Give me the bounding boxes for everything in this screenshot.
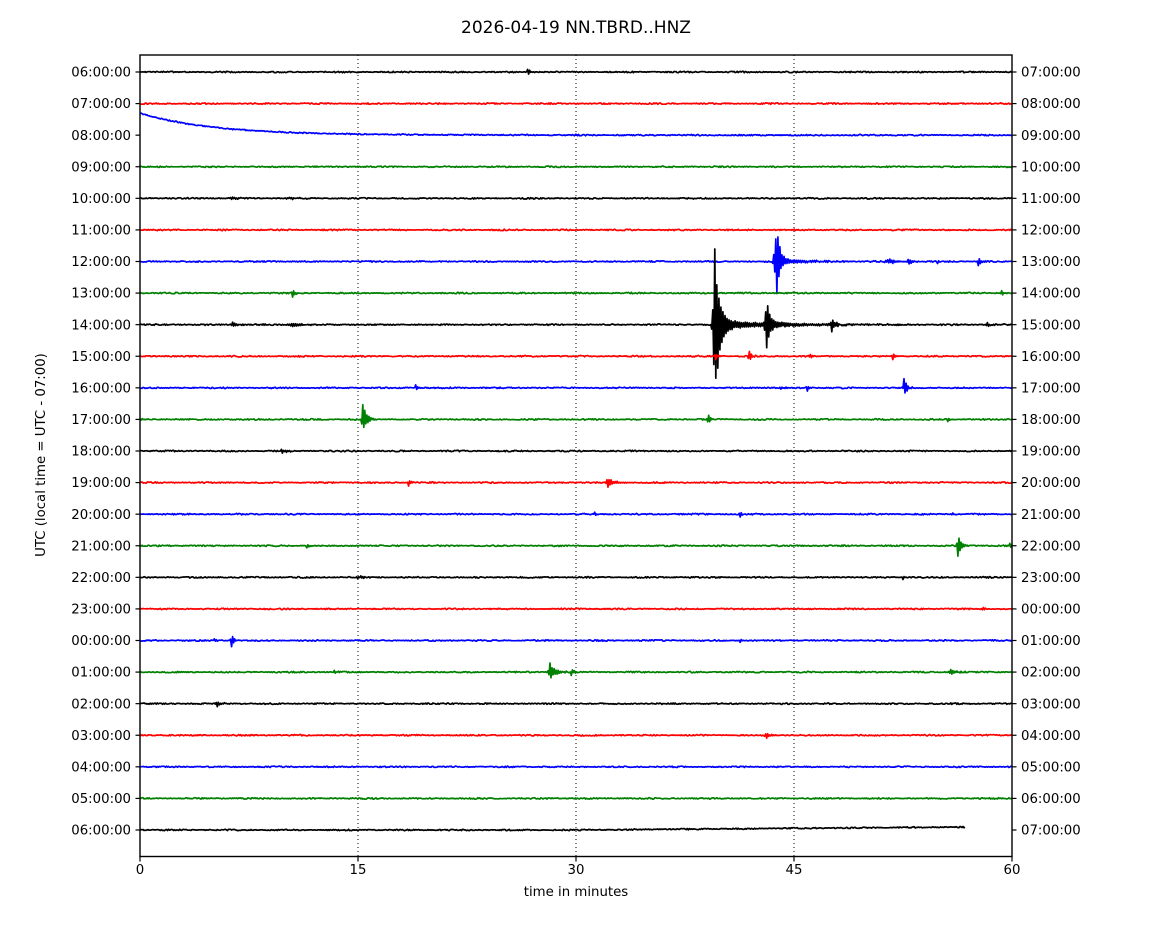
row-label-right-14: 21:00:00: [1021, 508, 1081, 523]
row-label-right-21: 04:00:00: [1021, 729, 1081, 744]
row-label-right-17: 00:00:00: [1021, 603, 1081, 618]
row-label-left-utc-21: 03:00:00: [71, 729, 131, 744]
x-tick-label-60: 60: [1004, 863, 1021, 878]
trace-row-14-200000: [139, 511, 1012, 518]
row-label-right-6: 13:00:00: [1021, 255, 1081, 270]
trace-row-15-210000: [140, 537, 1013, 557]
label-layer: 06:00:00 07:00:00 07:00:00 08:00:00 08:00:00…: [71, 66, 1080, 839]
row-label-left-utc-20: 02:00:00: [71, 697, 131, 712]
trace-row-24-060000: [139, 825, 966, 832]
trace-row-12-180000: [139, 448, 1013, 454]
trace-row-5-110000: [139, 228, 1013, 232]
row-label-left-utc-18: 00:00:00: [71, 634, 131, 649]
row-label-left-utc-22: 04:00:00: [71, 760, 131, 775]
row-label-right-0: 07:00:00: [1021, 66, 1081, 81]
trace-row-1-070000: [139, 101, 1012, 106]
row-label-right-22: 05:00:00: [1021, 760, 1081, 775]
row-label-left-utc-15: 21:00:00: [71, 539, 131, 554]
x-tick-label-15: 15: [350, 863, 367, 878]
row-label-left-utc-10: 16:00:00: [71, 381, 131, 396]
trace-layer: [139, 68, 1013, 832]
trace-row-6-120000: [139, 236, 1013, 295]
row-label-left-utc-9: 15:00:00: [71, 350, 131, 365]
row-label-right-24: 07:00:00: [1021, 824, 1081, 839]
row-label-left-utc-13: 19:00:00: [71, 476, 131, 491]
row-label-right-13: 20:00:00: [1021, 476, 1081, 491]
row-label-right-20: 03:00:00: [1021, 697, 1081, 712]
trace-row-10-160000: [139, 377, 1013, 394]
y-axis-label: UTC (local time = UTC - 07:00): [34, 353, 49, 557]
row-label-right-12: 19:00:00: [1021, 445, 1081, 460]
row-label-right-23: 06:00:00: [1021, 792, 1081, 807]
row-label-left-utc-24: 06:00:00: [71, 824, 131, 839]
row-label-left-utc-1: 07:00:00: [71, 97, 131, 112]
row-label-right-15: 22:00:00: [1021, 539, 1081, 554]
x-tick-label-30: 30: [568, 863, 585, 878]
trace-row-9-150000: [139, 350, 1012, 361]
row-label-right-2: 09:00:00: [1021, 129, 1081, 144]
trace-row-4-100000: [139, 196, 1012, 201]
chart-title: 2026-04-19 NN.TBRD..HNZ: [461, 18, 691, 38]
trace-row-21-030000: [140, 732, 1013, 740]
row-label-right-9: 16:00:00: [1021, 350, 1081, 365]
trace-row-13-190000: [140, 478, 1013, 489]
trace-row-23-050000: [139, 796, 1012, 801]
row-label-left-utc-12: 18:00:00: [71, 445, 131, 460]
row-label-left-utc-14: 20:00:00: [71, 508, 131, 523]
trace-row-8-140000: [139, 248, 1013, 380]
row-label-left-utc-23: 05:00:00: [71, 792, 131, 807]
row-label-right-10: 17:00:00: [1021, 381, 1081, 396]
row-label-left-utc-8: 14:00:00: [71, 318, 131, 333]
row-label-right-19: 02:00:00: [1021, 666, 1081, 681]
row-label-left-utc-4: 10:00:00: [71, 192, 131, 207]
row-label-right-4: 11:00:00: [1021, 192, 1081, 207]
row-label-left-utc-2: 08:00:00: [71, 129, 131, 144]
row-label-right-16: 23:00:00: [1021, 571, 1081, 586]
row-label-right-8: 15:00:00: [1021, 318, 1081, 333]
trace-row-22-040000: [139, 765, 1013, 769]
trace-row-11-170000: [139, 403, 1013, 429]
row-label-left-utc-11: 17:00:00: [71, 413, 131, 428]
row-label-left-utc-0: 06:00:00: [71, 66, 131, 81]
row-label-left-utc-5: 11:00:00: [71, 224, 131, 239]
row-label-left-utc-19: 01:00:00: [71, 666, 131, 681]
row-label-right-7: 14:00:00: [1021, 287, 1081, 302]
row-label-left-utc-17: 23:00:00: [71, 603, 131, 618]
x-tick-label-0: 0: [136, 863, 144, 878]
row-label-right-5: 12:00:00: [1021, 224, 1081, 239]
trace-row-7-130000: [139, 289, 1013, 298]
row-label-left-utc-6: 12:00:00: [71, 255, 131, 270]
row-label-left-utc-16: 22:00:00: [71, 571, 131, 586]
trace-row-16-220000: [139, 575, 1012, 581]
trace-row-3-090000: [139, 165, 1013, 169]
trace-row-18-000000: [139, 635, 1013, 648]
frame-layer: [135, 54, 1017, 862]
row-label-left-utc-7: 13:00:00: [71, 287, 131, 302]
row-label-right-3: 10:00:00: [1021, 160, 1081, 175]
row-label-right-1: 08:00:00: [1021, 97, 1081, 112]
x-axis-label: time in minutes: [524, 885, 629, 900]
grid-layer: [357, 55, 795, 857]
row-label-left-utc-3: 09:00:00: [71, 160, 131, 175]
trace-row-0-060000: [139, 68, 1013, 75]
row-label-right-11: 18:00:00: [1021, 413, 1081, 428]
x-tick-label-45: 45: [786, 863, 803, 878]
trace-row-19-010000: [139, 662, 1013, 679]
row-label-right-18: 01:00:00: [1021, 634, 1081, 649]
trace-row-17-230000: [140, 606, 1012, 611]
trace-row-20-020000: [139, 701, 1013, 708]
trace-row-2-080000: [139, 112, 1012, 137]
